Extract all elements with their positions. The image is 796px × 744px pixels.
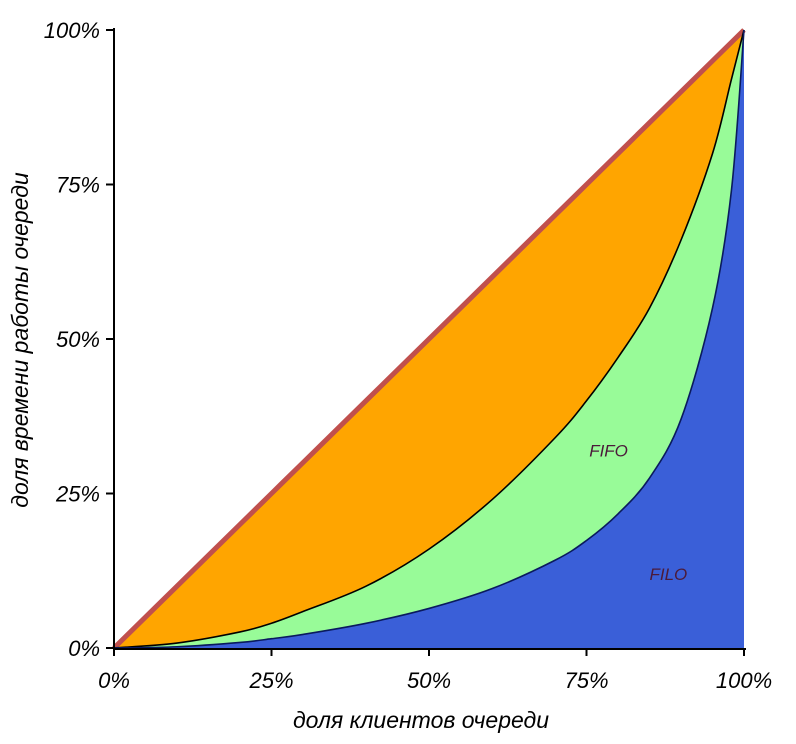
chart-annotations: FIFO FILO <box>589 441 687 584</box>
y-tick-label: 25% <box>55 482 100 507</box>
y-tick-label: 75% <box>56 173 100 198</box>
area-band-2 <box>114 30 744 648</box>
x-axis-title: доля клиентов очереди <box>293 707 549 733</box>
chart-ticks: 0% 0% 25% 25% 50% 50% 75% 75% 100% 100% <box>44 18 772 693</box>
x-tick-label: 100% <box>716 668 772 693</box>
y-tick-label: 100% <box>44 18 100 43</box>
x-tick-label: 75% <box>564 668 608 693</box>
x-tick-label: 0% <box>98 668 130 693</box>
y-axis-title: доля времени работы очереди <box>7 172 33 508</box>
series-line-3 <box>113 29 745 649</box>
annotation-filo: FILO <box>650 565 688 584</box>
annotation-fifo: FIFO <box>589 441 628 460</box>
y-tick-label: 50% <box>56 327 100 352</box>
series-line-1 <box>112 28 746 650</box>
area-band-3 <box>114 30 744 648</box>
y-tick-label: 0% <box>68 636 100 661</box>
x-tick-label: 50% <box>407 668 451 693</box>
chart-lines <box>112 28 746 650</box>
x-tick-label: 25% <box>248 668 293 693</box>
series-line-2 <box>113 29 745 649</box>
